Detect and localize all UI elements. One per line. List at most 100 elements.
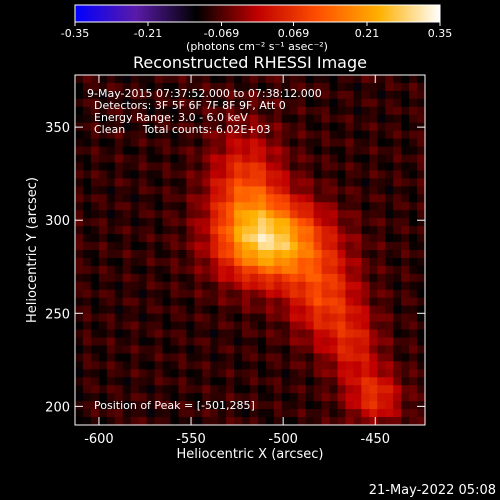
heatmap-cell: [417, 361, 425, 370]
heatmap-cell: [337, 273, 347, 283]
heatmap-cell: [250, 122, 259, 132]
heatmap-cell: [305, 393, 315, 402]
colorbar-tick-label: 0.35: [428, 27, 453, 40]
heatmap-cell: [329, 130, 339, 140]
heatmap-cell: [273, 170, 283, 179]
heatmap-cell: [210, 369, 219, 378]
heatmap-cell: [194, 265, 203, 275]
heatmap-cell: [313, 226, 323, 235]
heatmap-cell: [242, 369, 251, 378]
heatmap-cell: [170, 337, 179, 347]
heatmap-cell: [170, 234, 179, 243]
heatmap-cell: [138, 226, 148, 235]
heatmap-cell: [417, 409, 425, 418]
heatmap-cell: [226, 321, 235, 331]
heatmap-cell: [329, 242, 339, 251]
heatmap-cell: [170, 82, 179, 92]
heatmap-cell: [154, 377, 164, 386]
annotation-clean-counts: Clean Total counts: 6.02E+03: [94, 123, 271, 136]
heatmap-cell: [281, 337, 291, 347]
heatmap-cell: [417, 178, 425, 187]
heatmap-cell: [377, 75, 386, 84]
heatmap-cell: [361, 202, 370, 211]
heatmap-cell: [313, 393, 323, 402]
heatmap-cell: [234, 393, 243, 402]
heatmap-cell: [154, 82, 164, 92]
heatmap-cell: [210, 361, 219, 370]
heatmap-cell: [82, 130, 92, 140]
heatmap-cell: [154, 353, 164, 362]
heatmap-cell: [289, 281, 299, 291]
heatmap-cell: [377, 321, 386, 331]
heatmap-cell: [401, 385, 410, 394]
heatmap-cell: [257, 385, 267, 394]
heatmap-cell: [234, 345, 243, 354]
heatmap-cell: [377, 337, 386, 347]
heatmap-cell: [369, 178, 378, 187]
heatmap-cell: [385, 250, 394, 259]
heatmap-cell: [162, 178, 172, 187]
heatmap-cell: [417, 75, 425, 84]
heatmap-cell: [297, 106, 307, 116]
heatmap-cell: [281, 353, 291, 362]
heatmap-cell: [114, 234, 124, 243]
heatmap-cell: [154, 361, 164, 370]
heatmap-cell: [329, 273, 339, 283]
heatmap-cell: [289, 313, 299, 323]
heatmap-cell: [353, 226, 362, 235]
heatmap-cell: [353, 186, 362, 195]
heatmap-cell: [202, 146, 211, 156]
heatmap-cell: [297, 146, 307, 156]
heatmap-cell: [353, 281, 362, 291]
heatmap-cell: [242, 210, 251, 219]
heatmap-cell: [122, 75, 132, 84]
heatmap-cell: [162, 393, 172, 402]
heatmap-cell: [162, 114, 172, 124]
heatmap-cell: [329, 297, 339, 307]
heatmap-cell: [75, 265, 84, 275]
heatmap-cell: [90, 194, 100, 203]
heatmap-cell: [82, 297, 92, 307]
heatmap-cell: [393, 273, 402, 283]
heatmap-cell: [226, 98, 235, 108]
heatmap-cell: [186, 393, 195, 402]
heatmap-cell: [106, 122, 116, 132]
heatmap-cell: [250, 226, 259, 235]
heatmap-cell: [385, 393, 394, 402]
heatmap-cell: [321, 361, 331, 370]
heatmap-cell: [265, 257, 275, 267]
heatmap-cell: [154, 154, 164, 164]
heatmap-cell: [154, 234, 164, 243]
heatmap-cell: [273, 353, 283, 362]
heatmap-cell: [210, 313, 219, 323]
heatmap-cell: [154, 226, 164, 235]
heatmap-cell: [114, 75, 124, 84]
heatmap-cell: [178, 202, 187, 211]
heatmap-cell: [226, 250, 235, 259]
heatmap-cell: [234, 321, 243, 331]
heatmap-cell: [130, 265, 140, 275]
heatmap-cell: [202, 297, 211, 307]
heatmap-cell: [265, 337, 275, 347]
heatmap-cell: [130, 369, 140, 378]
heatmap-cell: [194, 234, 203, 243]
heatmap-cell: [218, 234, 227, 243]
heatmap-cell: [257, 146, 267, 156]
heatmap-cell: [273, 106, 283, 116]
heatmap-cell: [242, 401, 251, 410]
heatmap-cell: [297, 154, 307, 164]
heatmap-cell: [226, 297, 235, 307]
heatmap-cell: [345, 202, 354, 211]
heatmap-cell: [218, 106, 227, 116]
heatmap-cell: [210, 289, 219, 299]
heatmap-cell: [202, 138, 211, 148]
heatmap-cell: [194, 146, 203, 156]
heatmap-cell: [417, 130, 425, 140]
heatmap-cell: [401, 353, 410, 362]
heatmap-cell: [234, 250, 243, 259]
heatmap-cell: [289, 265, 299, 275]
heatmap-cell: [154, 98, 164, 108]
heatmap-cell: [178, 82, 187, 92]
heatmap-cell: [75, 146, 84, 156]
heatmap-cell: [234, 130, 243, 140]
